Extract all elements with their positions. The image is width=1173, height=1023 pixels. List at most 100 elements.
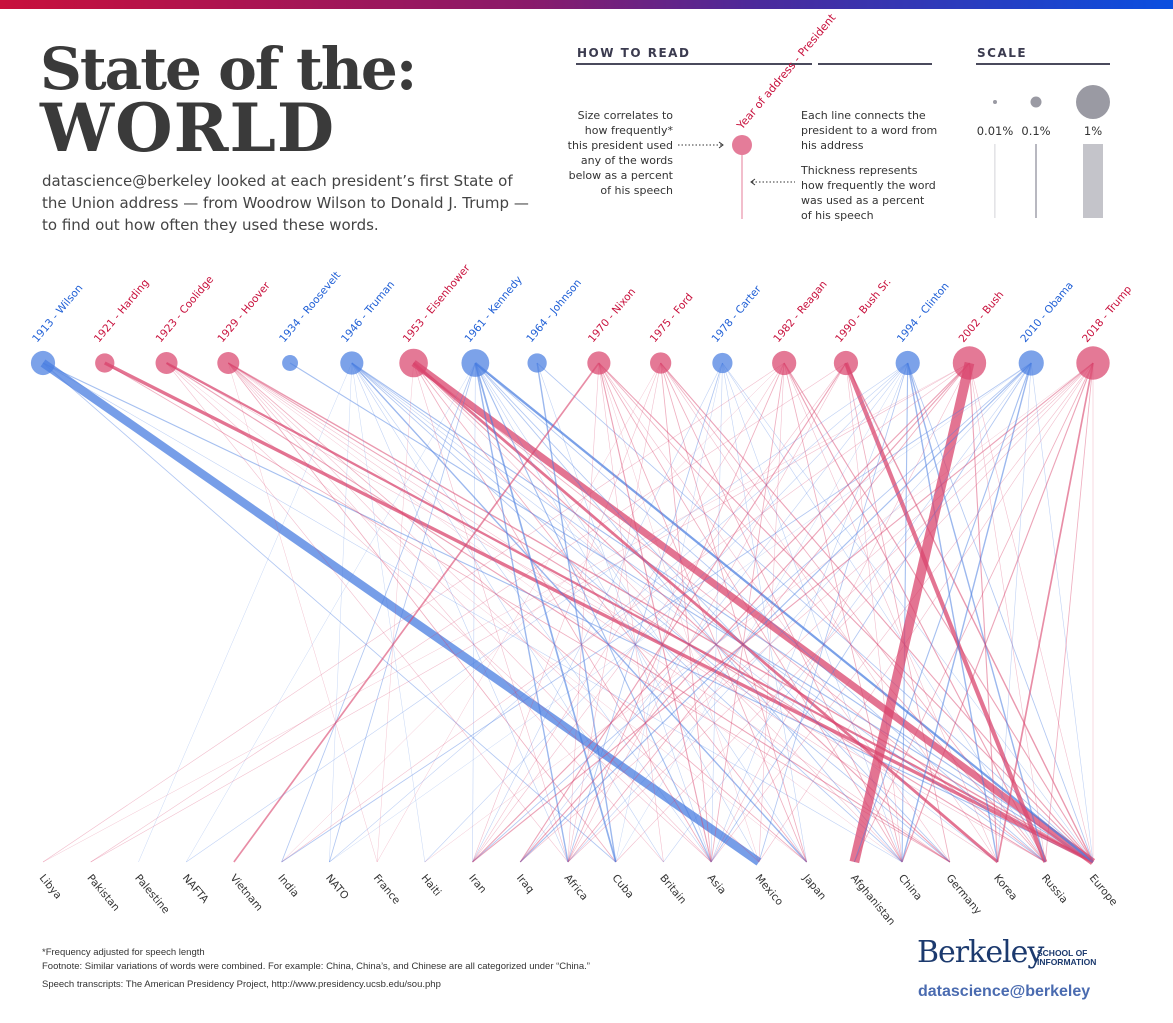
edge-line bbox=[351, 362, 1046, 863]
edge-line bbox=[42, 362, 970, 863]
president-label: 2002 - Bush bbox=[957, 289, 1007, 345]
word-label: Mexico bbox=[753, 872, 786, 908]
scale-circle-large bbox=[1076, 85, 1110, 119]
president-node[interactable] bbox=[95, 353, 115, 373]
how-to-read-graphic: Year of address - President bbox=[678, 11, 839, 219]
president-node[interactable] bbox=[952, 346, 987, 380]
president-label: 1946 - Truman bbox=[339, 279, 397, 345]
president-node[interactable] bbox=[772, 350, 797, 376]
president-node[interactable] bbox=[833, 350, 859, 376]
word-label: Asia bbox=[705, 872, 728, 897]
thickness-note-line: was used as a percent bbox=[801, 194, 925, 207]
thickness-note-line: Thickness represents bbox=[801, 164, 918, 177]
size-note-line: below as a percent bbox=[568, 169, 673, 182]
edge-line bbox=[289, 362, 1094, 863]
edge-line bbox=[758, 362, 909, 863]
edge-line bbox=[615, 362, 908, 863]
president-nodes-layer bbox=[30, 346, 1110, 380]
edge-line bbox=[660, 362, 998, 863]
president-node[interactable] bbox=[1076, 346, 1110, 380]
edge-line bbox=[166, 362, 712, 863]
edge-line bbox=[567, 362, 1032, 863]
president-node[interactable] bbox=[282, 355, 298, 371]
size-note-line: how frequently* bbox=[584, 124, 673, 137]
edge-line bbox=[475, 362, 760, 863]
edge-line bbox=[615, 362, 1094, 863]
edge-line bbox=[42, 362, 617, 863]
president-label: 1975 - Ford bbox=[648, 291, 696, 345]
edge-line bbox=[520, 362, 1094, 863]
how-to-read-rule-right bbox=[818, 63, 932, 65]
edge-line bbox=[710, 362, 1094, 863]
edge-line bbox=[519, 362, 970, 863]
edge-line bbox=[567, 362, 847, 863]
edge-line bbox=[474, 362, 617, 863]
president-node[interactable] bbox=[155, 352, 178, 374]
edge-line bbox=[598, 362, 808, 863]
edge-line bbox=[901, 362, 1032, 863]
size-note-line: of his speech bbox=[600, 184, 673, 197]
intro-text: datascience@berkeley looked at each pres… bbox=[42, 172, 529, 234]
president-node[interactable] bbox=[1018, 350, 1044, 376]
school-line1: SCHOOL OF bbox=[1037, 948, 1088, 958]
edge-line bbox=[351, 362, 808, 863]
edge-line bbox=[710, 362, 908, 863]
edge-line bbox=[281, 362, 1032, 863]
size-note-line: this president used bbox=[567, 139, 673, 152]
edge-line bbox=[281, 362, 970, 863]
edge-line bbox=[845, 362, 1094, 863]
president-node[interactable] bbox=[399, 348, 428, 378]
president-node[interactable] bbox=[650, 352, 672, 374]
edge-line bbox=[351, 362, 951, 863]
edge-line bbox=[1030, 362, 1094, 863]
word-label: China bbox=[896, 872, 924, 903]
word-label: Cuba bbox=[609, 872, 636, 900]
word-label: Africa bbox=[562, 872, 590, 903]
edge-line bbox=[472, 362, 476, 863]
edge-line bbox=[969, 362, 1046, 863]
edge-line bbox=[166, 362, 807, 863]
president-node[interactable] bbox=[895, 350, 920, 376]
edge-line bbox=[996, 362, 1094, 863]
edge-line bbox=[901, 362, 909, 863]
edge-line bbox=[351, 362, 426, 863]
president-node[interactable] bbox=[217, 352, 240, 374]
footnote-source: Speech transcripts: The American Preside… bbox=[42, 979, 441, 990]
thickness-note: Thickness represents how frequently the … bbox=[801, 163, 941, 223]
edge-line bbox=[351, 362, 903, 863]
edge-line bbox=[351, 362, 998, 863]
edge-line bbox=[475, 362, 807, 863]
edge-line bbox=[413, 362, 1046, 863]
president-label: 1970 - Nixon bbox=[586, 286, 638, 345]
president-label: 1961 - Kennedy bbox=[462, 274, 524, 345]
how-to-read-heading: HOW TO READ bbox=[577, 46, 691, 60]
president-node[interactable] bbox=[587, 351, 611, 375]
edge-line bbox=[228, 362, 1046, 863]
edge-line bbox=[228, 362, 903, 863]
president-node[interactable] bbox=[30, 350, 56, 376]
edge-line bbox=[907, 362, 1046, 863]
page-title-line2: WORLD bbox=[40, 89, 336, 167]
edge-line bbox=[907, 362, 1094, 863]
edge-line bbox=[853, 362, 1032, 863]
president-node[interactable] bbox=[527, 353, 547, 373]
edge-line bbox=[475, 362, 1046, 863]
edge-line bbox=[474, 362, 569, 863]
president-label: 1994 - Clinton bbox=[895, 280, 952, 345]
president-node[interactable] bbox=[461, 349, 490, 377]
word-label: Russia bbox=[1039, 872, 1070, 906]
edge-line bbox=[907, 362, 999, 863]
edge-line bbox=[758, 362, 785, 863]
scale-circle-medium bbox=[1030, 96, 1042, 108]
president-node[interactable] bbox=[340, 351, 364, 375]
size-arrow-head bbox=[718, 141, 724, 149]
scale-label-small: 0.01% bbox=[977, 124, 1014, 138]
legend-node-circle bbox=[732, 135, 752, 155]
edge-line bbox=[660, 362, 808, 863]
edge-line bbox=[328, 362, 476, 863]
scale-heading: SCALE bbox=[977, 46, 1028, 60]
edge-line bbox=[783, 362, 1094, 863]
president-node[interactable] bbox=[712, 352, 733, 374]
edge-line bbox=[42, 362, 785, 863]
footnote-frequency: *Frequency adjusted for speech length bbox=[42, 947, 205, 958]
